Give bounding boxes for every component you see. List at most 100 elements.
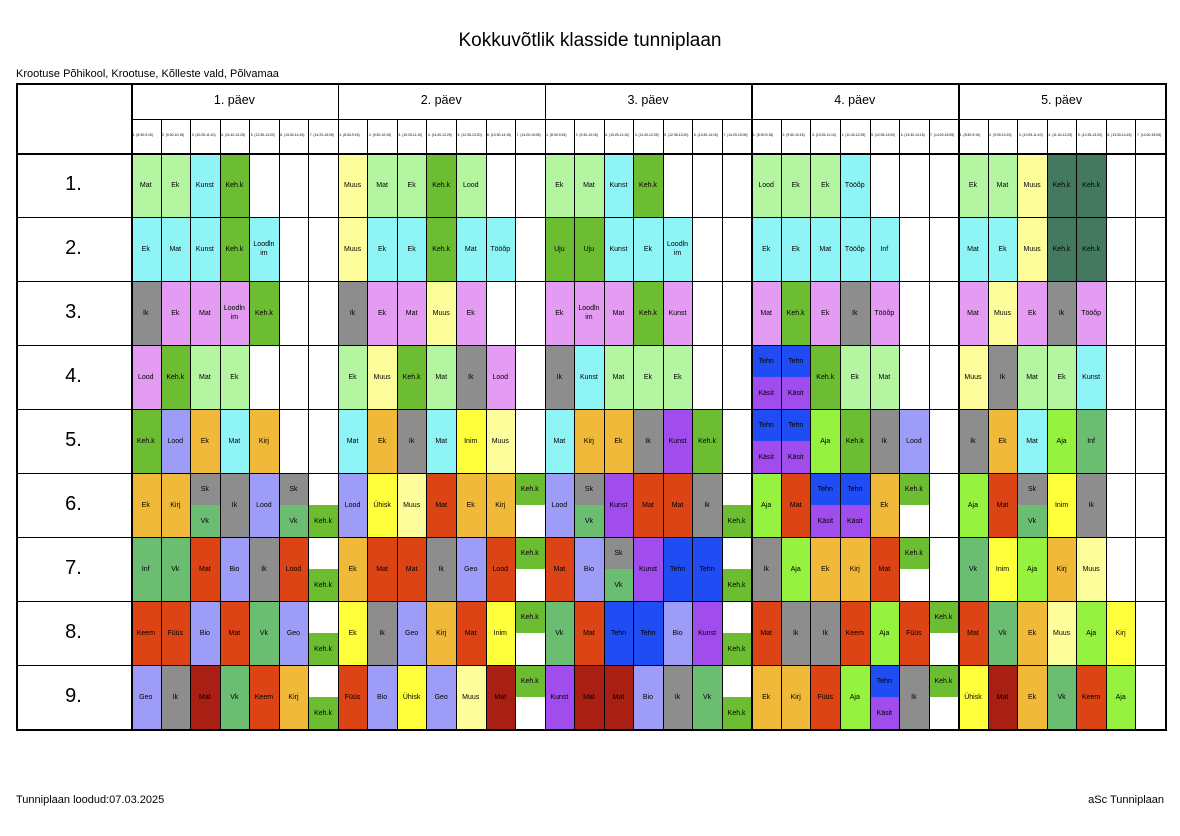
lesson-cell: Ik bbox=[544, 345, 575, 409]
grid-line bbox=[16, 281, 1165, 282]
lesson-cell: Keh.k bbox=[396, 345, 427, 409]
class-label: 5. bbox=[65, 429, 82, 451]
lesson-cell: Mat bbox=[219, 601, 250, 665]
lesson-cell: Aja bbox=[958, 473, 988, 537]
period-header: 2. (9:30-10:15) bbox=[782, 133, 805, 137]
lesson-cell: Ik bbox=[780, 601, 811, 665]
lesson-cell: Ik bbox=[899, 665, 929, 729]
lesson-cell: Tehn bbox=[603, 601, 634, 665]
grid-line bbox=[455, 119, 457, 729]
lesson-cell: Mat bbox=[987, 473, 1018, 537]
lesson-cell: Mat bbox=[662, 473, 693, 537]
lesson-cell: Ek bbox=[780, 217, 811, 281]
lesson-cell: Mat bbox=[426, 345, 456, 409]
period-header: 1. (8:30-9:15) bbox=[132, 133, 153, 137]
lesson-cell: Vk bbox=[219, 665, 250, 729]
lesson-cell: Mat bbox=[367, 153, 397, 217]
grid-line bbox=[1017, 119, 1018, 729]
lesson-cell: Kunst bbox=[633, 537, 663, 601]
lesson-cell: Ik bbox=[869, 409, 900, 473]
lesson-cell: Füüs bbox=[899, 601, 929, 665]
grid-line bbox=[426, 119, 428, 729]
period-header: 1. (8:30-9:15) bbox=[339, 133, 360, 137]
class-label: 3. bbox=[65, 301, 82, 323]
lesson-cell-half: Käsit bbox=[780, 377, 811, 409]
grid-line bbox=[219, 119, 221, 729]
grid-line bbox=[16, 537, 1165, 538]
lesson-cell-half: Vk bbox=[574, 505, 604, 537]
lesson-cell: Ik bbox=[987, 345, 1018, 409]
grid-line bbox=[16, 345, 1165, 346]
lesson-cell: Ek bbox=[455, 473, 486, 537]
lesson-cell: Vk bbox=[160, 537, 191, 601]
lesson-cell-half: Sk bbox=[278, 473, 309, 505]
lesson-cell: Mat bbox=[190, 537, 220, 601]
table-border bbox=[16, 83, 1165, 85]
lesson-cell: Ek bbox=[603, 409, 634, 473]
lesson-cell: Ik bbox=[396, 409, 427, 473]
lesson-cell: Muus bbox=[367, 345, 397, 409]
lesson-cell: Loodln im bbox=[219, 281, 250, 345]
period-header: 3. (10:25-11:10) bbox=[811, 133, 836, 137]
lesson-cell: Kirj bbox=[574, 409, 604, 473]
lesson-cell-half: Käsit bbox=[780, 441, 811, 473]
grid-line bbox=[810, 119, 812, 729]
grid-line bbox=[131, 119, 1165, 120]
lesson-cell: Lood bbox=[485, 537, 516, 601]
lesson-cell: Keh.k bbox=[810, 345, 841, 409]
lesson-cell: Tööõp bbox=[840, 217, 870, 281]
lesson-cell: Mat bbox=[869, 345, 900, 409]
lesson-cell: Mat bbox=[190, 345, 220, 409]
lesson-cell: Bio bbox=[574, 537, 604, 601]
lesson-cell: Ek bbox=[337, 345, 368, 409]
period-header: 4. (11:40-12:25) bbox=[427, 133, 452, 137]
lesson-cell: Mat bbox=[987, 153, 1018, 217]
lesson-cell: Bio bbox=[662, 601, 693, 665]
lesson-cell: Füüs bbox=[337, 665, 368, 729]
lesson-cell: Ek bbox=[337, 601, 368, 665]
period-header: 3. (10:25-11:10) bbox=[398, 133, 423, 137]
grid-line bbox=[662, 119, 664, 729]
lesson-cell: Ek bbox=[810, 537, 841, 601]
lesson-cell-half: Keh.k bbox=[308, 633, 338, 665]
lesson-cell: Keh.k bbox=[219, 153, 250, 217]
lesson-cell: Kirj bbox=[485, 473, 516, 537]
lesson-cell: Ik bbox=[1046, 281, 1077, 345]
lesson-cell-half: Käsit bbox=[751, 441, 781, 473]
grid-line bbox=[928, 119, 930, 729]
grid-line bbox=[278, 119, 280, 729]
period-header: 2. (9:30-10:15) bbox=[162, 133, 185, 137]
lesson-cell: Keh.k bbox=[219, 217, 250, 281]
lesson-cell: Mat bbox=[455, 217, 486, 281]
lesson-cell: Ik bbox=[249, 537, 279, 601]
grid-line bbox=[485, 119, 487, 729]
period-header: 6. (13:30-14:15) bbox=[693, 133, 718, 137]
lesson-cell: Mat bbox=[337, 409, 368, 473]
grid-line bbox=[515, 119, 516, 729]
grid-line bbox=[958, 83, 960, 729]
period-header: 5. (12:35-13:20) bbox=[1077, 133, 1102, 137]
lesson-cell: Mat bbox=[810, 217, 841, 281]
period-header: 6. (13:30-14:15) bbox=[1107, 133, 1132, 137]
lesson-cell: Lood bbox=[544, 473, 575, 537]
lesson-cell: Mat bbox=[574, 601, 604, 665]
lesson-cell: Mat bbox=[869, 537, 900, 601]
lesson-cell: Kunst bbox=[603, 217, 634, 281]
lesson-cell-half: Tehn bbox=[869, 665, 900, 697]
lesson-cell: Ek bbox=[367, 409, 397, 473]
lesson-cell-half: Käsit bbox=[751, 377, 781, 409]
period-header: 2. (9:30-10:15) bbox=[368, 133, 392, 137]
class-label: 8. bbox=[65, 621, 82, 643]
lesson-cell: Lood bbox=[751, 153, 781, 217]
lesson-cell: Ek bbox=[455, 281, 486, 345]
period-header: 7. (14:20-15:05) bbox=[723, 133, 748, 137]
lesson-cell: Kirj bbox=[426, 601, 456, 665]
lesson-cell: Mat bbox=[1017, 345, 1047, 409]
lesson-cell-half: Keh.k bbox=[308, 697, 338, 729]
lesson-cell: Mat bbox=[633, 473, 663, 537]
lesson-cell: Ek bbox=[396, 153, 427, 217]
lesson-cell: Ek bbox=[810, 281, 841, 345]
lesson-cell: Geo bbox=[426, 665, 456, 729]
grid-line bbox=[574, 119, 575, 729]
lesson-cell: Inim bbox=[1046, 473, 1077, 537]
